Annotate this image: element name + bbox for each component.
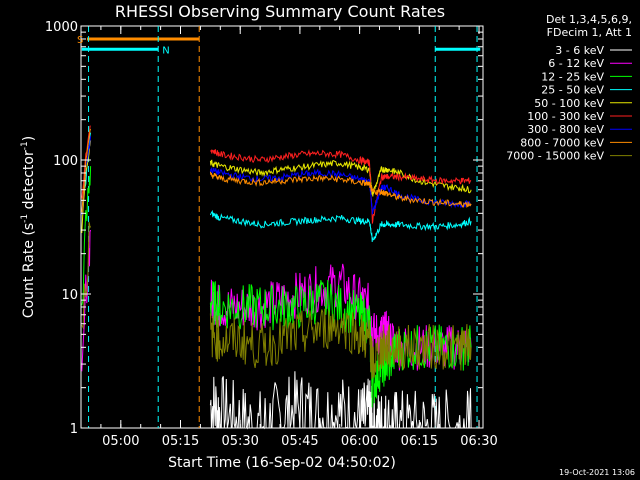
legend-label: 50 - 100 keV (534, 97, 604, 110)
series-line (209, 159, 472, 197)
x-tick-label: 05:15 (162, 434, 199, 449)
legend-label: 100 - 300 keV (527, 110, 604, 123)
series-line (209, 171, 472, 208)
y-tick-label: 1 (70, 422, 78, 437)
flag-bars: SN (77, 35, 481, 56)
legend-label: 25 - 50 keV (541, 84, 604, 97)
y-tick-label: 10 (61, 288, 78, 303)
x-axis-label: Start Time (16-Sep-02 04:50:02) (168, 455, 396, 471)
series-line (81, 166, 92, 306)
series-line (209, 209, 472, 243)
series-line (210, 149, 472, 224)
x-tick-label: 06:15 (401, 434, 438, 449)
axis-ticks: 05:00 05:15 05:30 05:45 06:00 06:15 06:30 1 10 10… (45, 20, 498, 449)
legend: Det 1,3,4,5,6,9,FDecim 1, Att 1 3 - 6 keV… (506, 13, 632, 163)
chart-title: RHESSI Observing Summary Count Rates (115, 2, 445, 21)
series-lines (81, 125, 472, 430)
flag-label: S (77, 35, 83, 46)
legend-label: 3 - 6 keV (555, 44, 604, 57)
series-line (81, 128, 92, 213)
y-tick-label: 1000 (45, 20, 78, 35)
series-line (209, 371, 472, 430)
legend-label: 7000 - 15000 keV (506, 150, 604, 163)
legend-label: 12 - 25 keV (541, 70, 604, 83)
x-tick-label: 05:30 (221, 434, 258, 449)
legend-label: 800 - 7000 keV (520, 136, 604, 149)
timestamp: 19-Oct-2021 13:06 (559, 468, 635, 477)
x-tick-label: 05:00 (102, 434, 139, 449)
series-line (81, 229, 92, 372)
legend-header: FDecim 1, Att 1 (547, 26, 632, 39)
x-tick-label: 06:00 (341, 434, 378, 449)
legend-header: Det 1,3,4,5,6,9, (546, 13, 632, 26)
series-line (81, 221, 92, 330)
x-tick-label: 06:30 (460, 434, 497, 449)
flag-label: N (162, 45, 169, 56)
legend-label: 300 - 800 keV (527, 123, 604, 136)
y-tick-label: 100 (53, 154, 78, 169)
x-tick-label: 05:45 (281, 434, 318, 449)
y-axis-label: Count Rate (s-1 detector-1) (20, 136, 37, 318)
series-line (209, 167, 472, 215)
series-line (209, 308, 472, 380)
legend-label: 6 - 12 keV (548, 57, 604, 70)
